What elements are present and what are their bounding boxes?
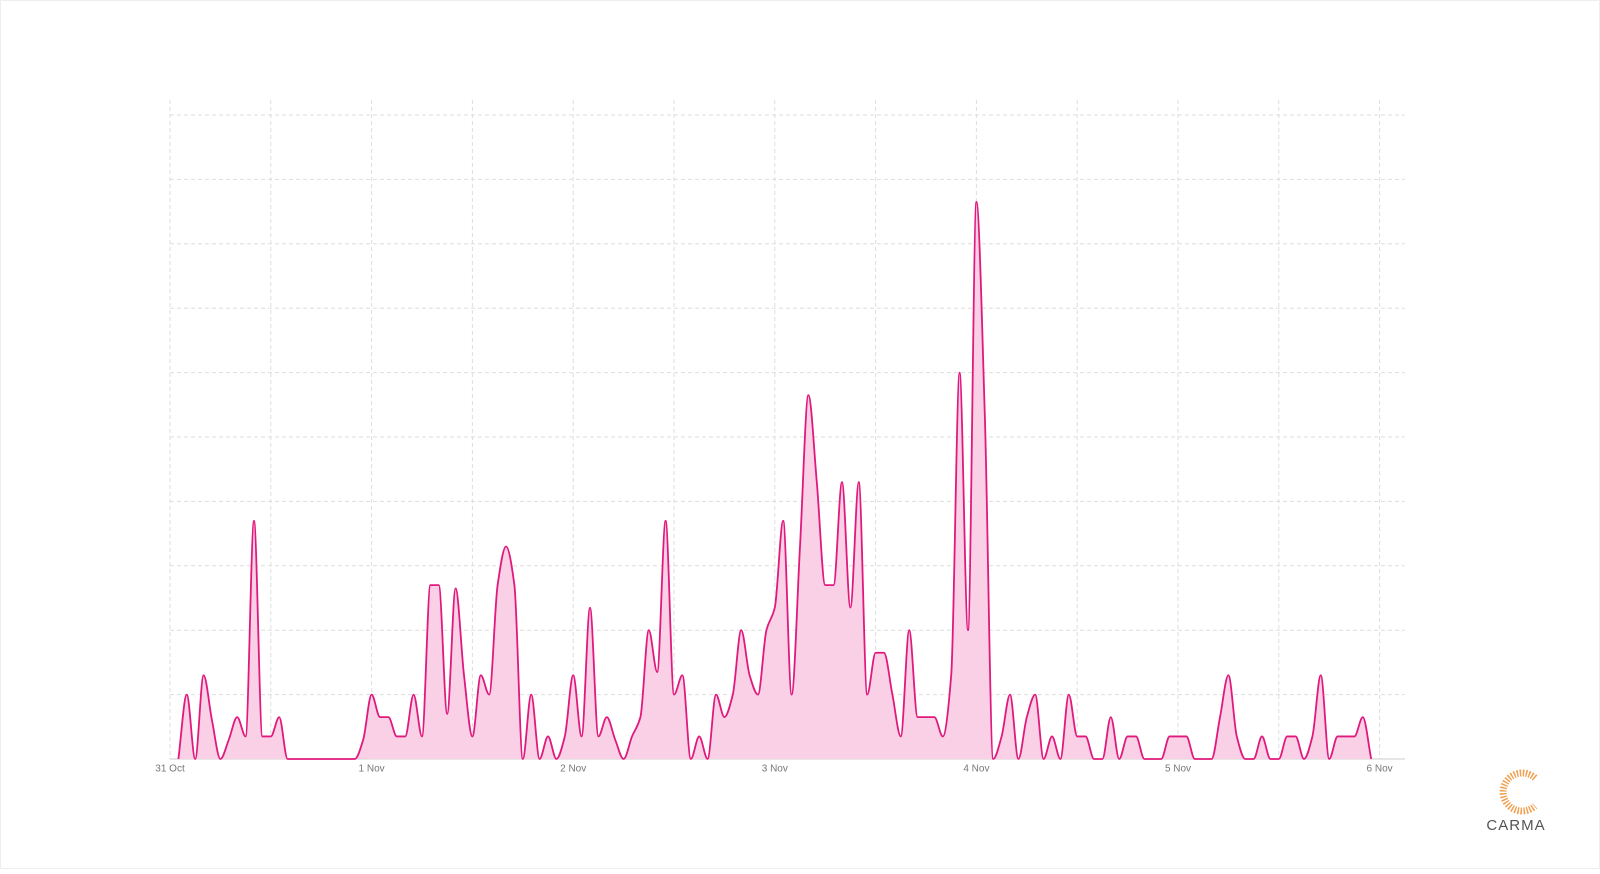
x-tick-label: 1 Nov [359,764,385,775]
logo-text: CARMA [1486,817,1545,834]
x-tick-label: 4 Nov [963,764,989,775]
logo: CARMA [1486,769,1545,834]
x-tick-label: 2 Nov [560,764,586,775]
logo-mark [1499,769,1538,815]
x-tick-label: 5 Nov [1165,764,1191,775]
area [178,201,1372,759]
x-tick-label: 3 Nov [762,764,788,775]
line [177,201,1373,760]
x-tick-label: 31 Oct [155,764,185,775]
x-tick-label: 6 Nov [1367,764,1393,775]
plot: 31 Oct 1 Nov 2 Nov 3 Nov 4 Nov 5 Nov 6 Nov [155,100,1405,775]
